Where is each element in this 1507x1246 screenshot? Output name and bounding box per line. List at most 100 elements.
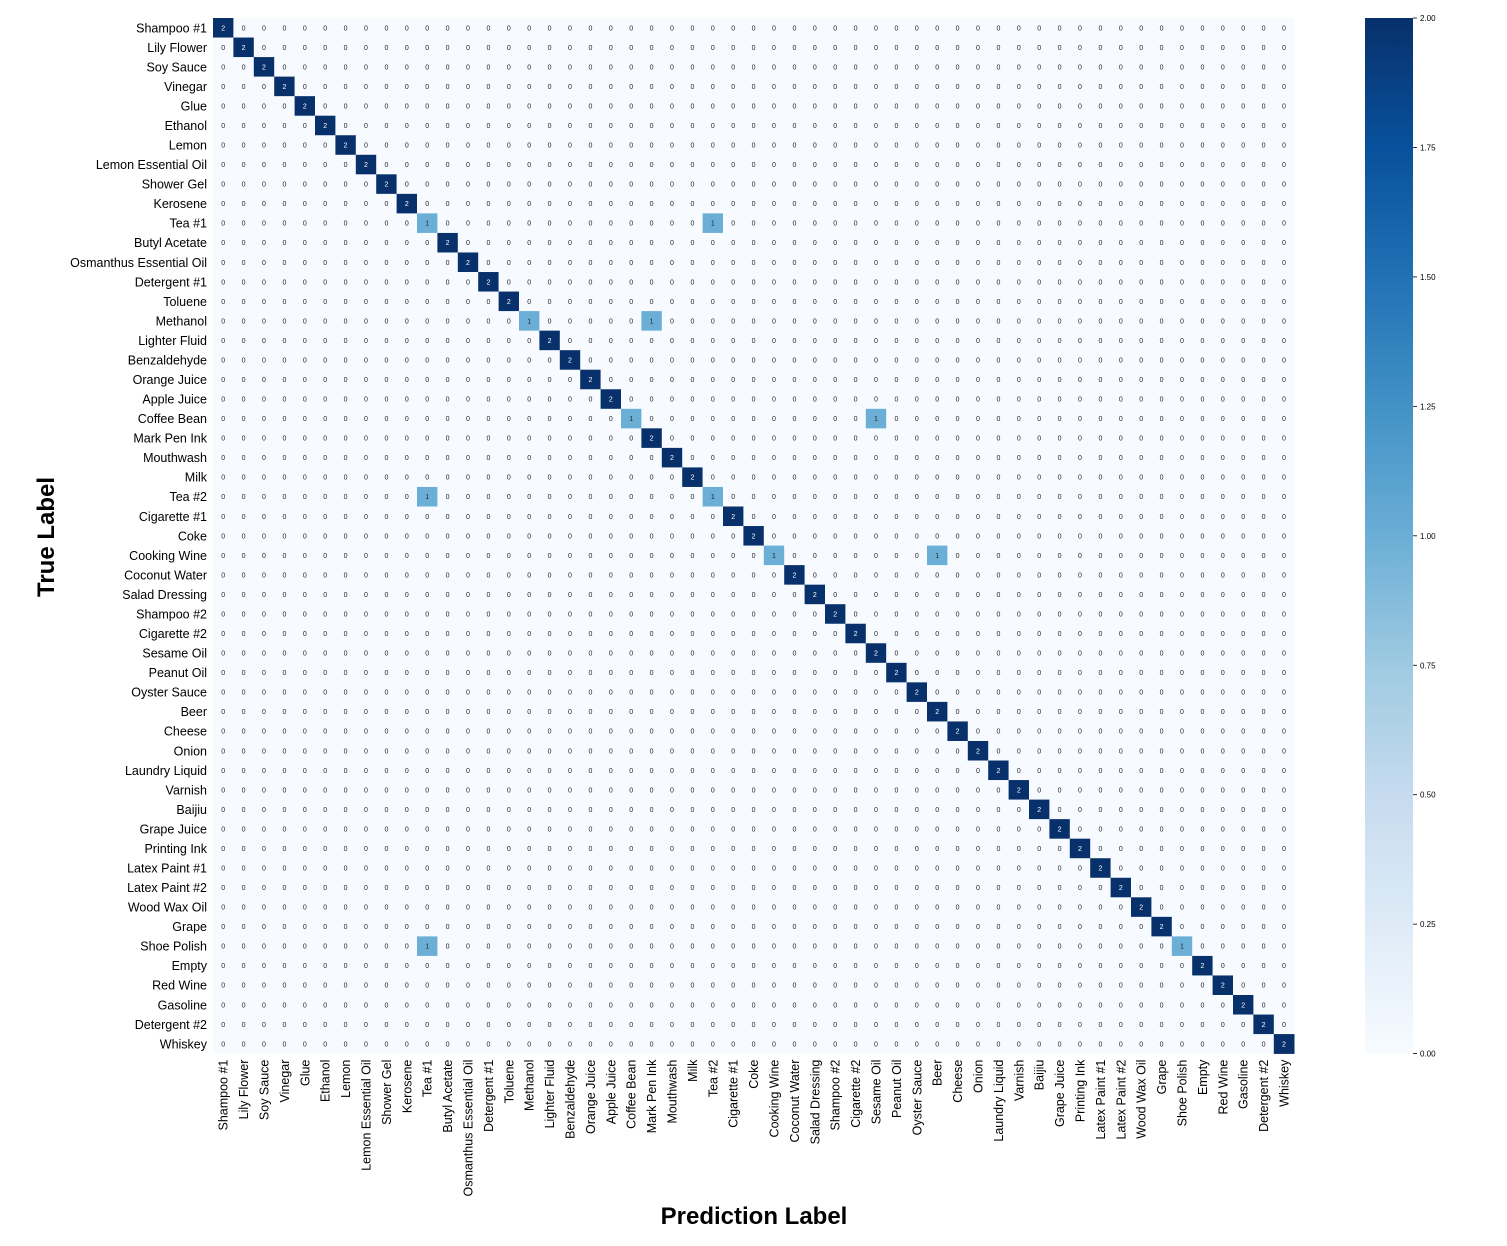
cell-value-label: 0 (507, 397, 511, 404)
cell-value-label: 0 (894, 572, 898, 579)
cell-value-label: 0 (1078, 494, 1082, 501)
heatmap-cell (1069, 115, 1091, 136)
cell-value-label: 0 (1017, 475, 1021, 482)
cell-value-label: 0 (1058, 924, 1062, 931)
cell-value-label: 0 (996, 279, 1000, 286)
cell-value-label: 0 (956, 846, 960, 853)
heatmap-cell (315, 37, 336, 58)
heatmap-cell (417, 252, 438, 273)
cell-value-label: 0 (609, 729, 613, 736)
heatmap-cell (886, 115, 907, 136)
cell-value-label: 0 (996, 846, 1000, 853)
heatmap-cell (335, 76, 357, 97)
heatmap-cell (1110, 252, 1132, 273)
heatmap-cell (396, 154, 418, 175)
cell-value-label: 0 (772, 64, 776, 71)
cell-value-label: 0 (568, 201, 572, 208)
cell-value-label: 0 (833, 592, 837, 599)
cell-value-label: 2 (996, 768, 1000, 775)
cell-value-label: 0 (364, 377, 368, 384)
heatmap-cell (519, 311, 540, 331)
cell-value-label: 0 (446, 162, 450, 169)
cell-value-label: 0 (1037, 572, 1041, 579)
cell-value-label: 0 (323, 260, 327, 267)
cell-value-label: 0 (303, 397, 307, 404)
cell-value-label: 0 (1282, 377, 1286, 384)
heatmap-cell (702, 330, 724, 351)
heatmap-cell (1253, 57, 1275, 77)
cell-value-label: 0 (588, 416, 592, 423)
cell-value-label: 1 (772, 553, 776, 560)
heatmap-cell (906, 272, 928, 292)
heatmap-cell (947, 291, 969, 312)
heatmap-cell (682, 213, 703, 234)
cell-value-label: 0 (1221, 143, 1225, 150)
cell-value-label: 0 (976, 885, 980, 892)
cell-value-label: 0 (242, 611, 246, 618)
cell-value-label: 0 (527, 807, 531, 814)
cell-value-label: 0 (527, 123, 531, 130)
cell-value-label: 2 (731, 514, 735, 521)
cell-value-label: 0 (1160, 865, 1164, 872)
heatmap-cell (886, 213, 907, 234)
cell-value-label: 0 (772, 865, 776, 872)
cell-value-label: 0 (813, 416, 817, 423)
cell-value-label: 0 (1262, 240, 1266, 247)
cell-value-label: 0 (384, 709, 388, 716)
cell-value-label: 0 (894, 279, 898, 286)
cell-value-label: 0 (813, 182, 817, 189)
cell-value-label: 0 (752, 514, 756, 521)
cell-value-label: 0 (1058, 768, 1062, 775)
cell-value-label: 0 (670, 397, 674, 404)
cell-value-label: 0 (1221, 475, 1225, 482)
cell-value-label: 0 (976, 338, 980, 345)
cell-value-label: 0 (670, 338, 674, 345)
heatmap-cell (1049, 311, 1071, 331)
heatmap-cell (1029, 272, 1050, 292)
cell-value-label: 0 (221, 572, 225, 579)
cell-value-label: 0 (833, 260, 837, 267)
heatmap-cell (1233, 76, 1254, 97)
heatmap-cell (294, 330, 316, 351)
cell-value-label: 0 (1139, 64, 1143, 71)
cell-value-label: 0 (1078, 592, 1082, 599)
cell-value-label: 0 (956, 201, 960, 208)
cell-value-label: 0 (629, 103, 633, 110)
heatmap-cell (1110, 57, 1132, 77)
heatmap-cell (1008, 193, 1030, 214)
heatmap-cell (1151, 18, 1173, 38)
cell-value-label: 0 (568, 592, 572, 599)
cell-value-label: 0 (1221, 260, 1225, 267)
cell-value-label: 0 (507, 690, 511, 697)
heatmap-cell (784, 330, 805, 351)
heatmap-cell (559, 272, 581, 292)
cell-value-label: 0 (976, 670, 980, 677)
cell-value-label: 0 (1037, 455, 1041, 462)
cell-value-label: 0 (282, 45, 286, 52)
cell-value-label: 0 (976, 397, 980, 404)
heatmap-cell (1151, 37, 1173, 58)
heatmap-cell (804, 57, 826, 77)
cell-value-label: 0 (915, 45, 919, 52)
heatmap-cell (1273, 272, 1295, 292)
cell-value-label: 0 (792, 64, 796, 71)
heatmap-cell (335, 174, 357, 195)
heatmap-cell (1171, 232, 1193, 253)
cell-value-label: 0 (466, 201, 470, 208)
cell-value-label: 0 (507, 553, 511, 560)
cell-value-label: 0 (609, 670, 613, 677)
cell-value-label: 0 (976, 553, 980, 560)
heatmap-cell (661, 115, 683, 136)
heatmap-cell (539, 193, 561, 214)
cell-value-label: 0 (935, 25, 939, 32)
cell-value-label: 0 (344, 123, 348, 130)
cell-value-label: 0 (629, 84, 633, 91)
cell-value-label: 0 (446, 533, 450, 540)
cell-value-label: 0 (1262, 611, 1266, 618)
cell-value-label: 0 (752, 748, 756, 755)
cell-value-label: 0 (1017, 846, 1021, 853)
cell-value-label: 0 (670, 279, 674, 286)
cell-value-label: 0 (609, 611, 613, 618)
cell-value-label: 0 (690, 572, 694, 579)
heatmap-cell (1029, 115, 1050, 136)
